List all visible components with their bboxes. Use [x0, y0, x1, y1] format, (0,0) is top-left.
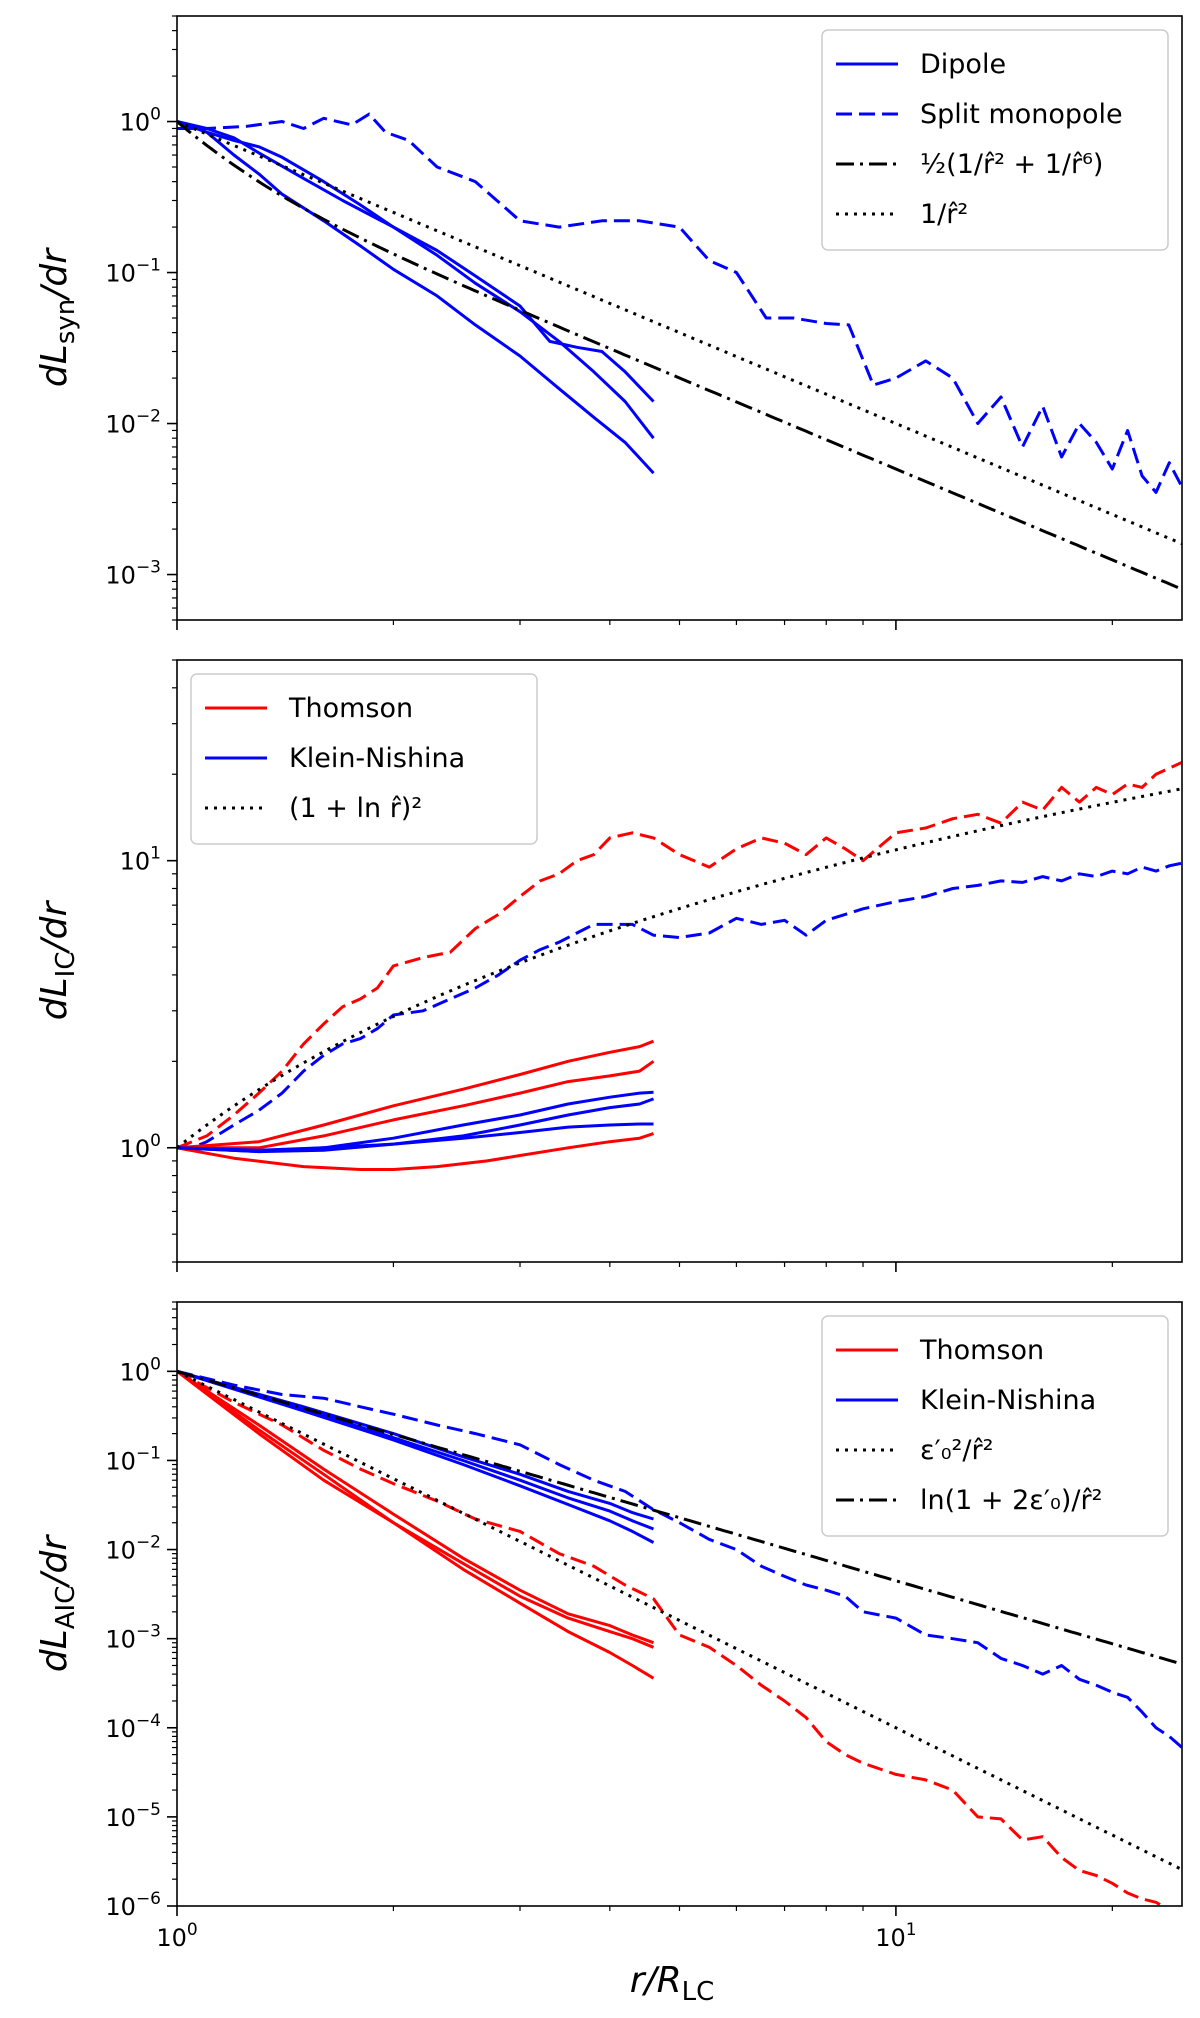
y-tick-label: 10−5: [105, 1800, 161, 1832]
y-tick-label: 10−1: [105, 1443, 161, 1475]
legend-label: (1 + ln r̂)²: [289, 793, 422, 824]
x-axis-label: r/RLC: [630, 1960, 715, 2007]
series-line: [177, 1369, 1182, 1749]
y-tick-label: 10−4: [105, 1711, 161, 1743]
y-tick-label: 100: [120, 1131, 161, 1163]
y-tick-label: 10−2: [105, 407, 161, 439]
series-line: [177, 1370, 655, 1645]
series-line: [177, 1370, 655, 1649]
legend-label: Thomson: [919, 1335, 1044, 1366]
legend-frame: [190, 673, 538, 845]
plot-area: [177, 761, 1182, 1171]
plot-area: [177, 1369, 1182, 1906]
y-tick-label: 100: [120, 105, 161, 137]
series-line: [177, 120, 655, 440]
y-axis-label: dLIC/dr: [34, 900, 81, 1021]
plot-frame: [176, 15, 1183, 621]
legend-frame: [821, 29, 1169, 251]
plot-frame: [176, 1301, 1183, 1907]
series-line: [177, 787, 1182, 1149]
y-tick-label: 10−2: [105, 1533, 161, 1565]
legend-label: Klein-Nishina: [289, 743, 465, 774]
series-line: [177, 761, 1182, 1150]
series-line: [177, 1369, 654, 1521]
series-line: [177, 1370, 655, 1680]
series-line: [177, 120, 1182, 546]
legend-label: ½(1/r̂² + 1/r̂⁶): [920, 149, 1103, 180]
series-line: [177, 120, 655, 475]
legend-label: 1/r̂²: [920, 199, 968, 230]
series-line: [177, 1122, 654, 1152]
y-tick-label: 10−1: [105, 256, 161, 288]
y-tick-label: 101: [120, 844, 161, 876]
series-line: [177, 1097, 655, 1154]
series-line: [177, 1369, 1182, 1666]
legend-label: ε′₀²/r̂²: [920, 1435, 993, 1466]
y-tick-label: 10−3: [105, 558, 161, 590]
series-line: [177, 1060, 655, 1150]
y-tick-label: 100: [120, 1354, 161, 1386]
series-line: [177, 861, 1182, 1150]
panel-1: 10−3 10−2 10−1 100 dLsyn/dr Dipole Split monop…: [34, 15, 1183, 630]
series-line: [177, 1039, 655, 1150]
series-line: [177, 1132, 654, 1171]
legend: Thomson Klein-Nishina (1 + ln r̂)²: [190, 673, 538, 845]
x-tick-label: 101: [875, 1920, 916, 1952]
series-line: [177, 1369, 655, 1531]
y-tick-label: 10−6: [105, 1889, 161, 1921]
series-line: [177, 112, 1182, 494]
legend-label: Dipole: [920, 49, 1006, 80]
x-tick-label: 100: [156, 1920, 197, 1952]
legend: Dipole Split monopole ½(1/r̂² + 1/r̂⁶) 1/r̂…: [821, 29, 1169, 251]
plot-area: [177, 112, 1182, 591]
legend-label: ln(1 + 2ε′₀)/r̂²: [920, 1485, 1102, 1516]
series-line: [177, 1369, 1182, 1871]
legend-label: Split monopole: [920, 99, 1123, 130]
series-line: [177, 120, 1182, 591]
y-axis-label: dLsyn/dr: [34, 247, 81, 387]
plot-frame: [176, 659, 1183, 1263]
y-tick-label: 10−3: [105, 1622, 161, 1654]
series-line: [177, 1369, 655, 1544]
legend-frame: [821, 1315, 1169, 1537]
panel-3: 10−6 10−5 10−4 10−3 10−2 10−1 100 100 101 dLAIC/d…: [34, 1301, 1183, 1952]
panel-2: 100 101 dLIC/dr Thomson Klein-Nishina (1 + ln…: [34, 659, 1183, 1272]
legend: Thomson Klein-Nishina ε′₀²/r̂² ln(1 + 2ε′₀)…: [821, 1315, 1169, 1537]
y-axis-label: dLAIC/dr: [34, 1534, 81, 1673]
legend-label: Thomson: [288, 693, 413, 724]
legend-label: Klein-Nishina: [920, 1385, 1096, 1416]
